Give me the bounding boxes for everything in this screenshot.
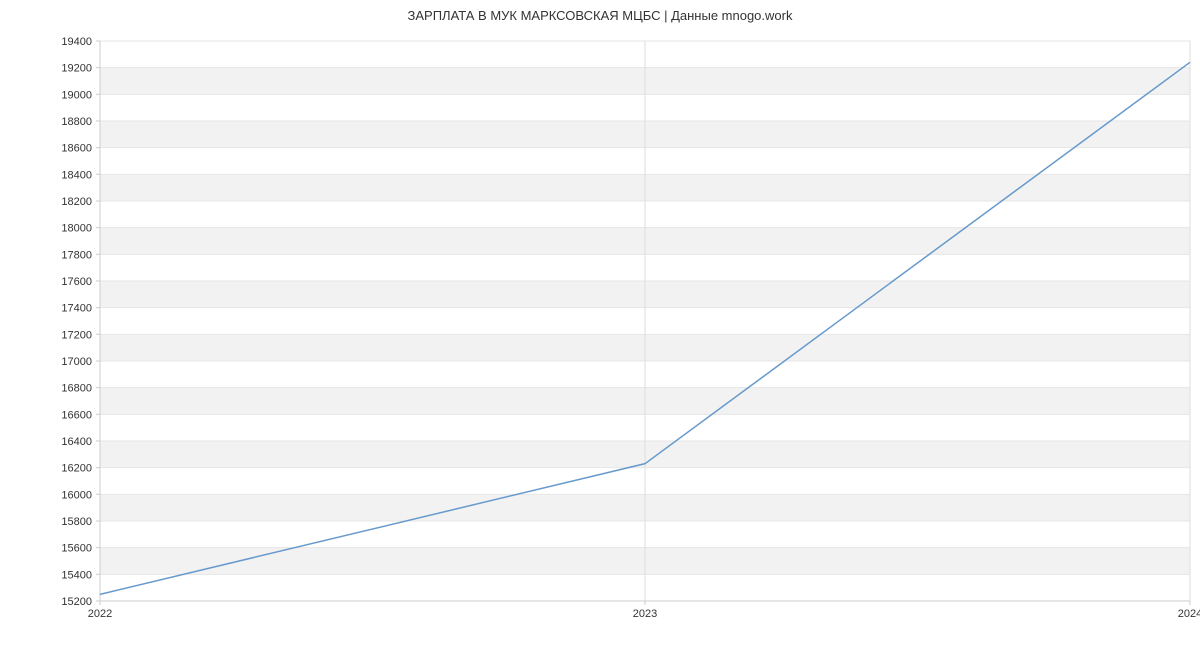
x-tick-label: 2022 xyxy=(88,608,112,620)
y-tick-label: 18200 xyxy=(61,196,92,208)
y-tick-label: 16600 xyxy=(61,409,92,421)
y-tick-label: 17000 xyxy=(61,356,92,368)
y-tick-label: 15200 xyxy=(61,596,92,608)
y-tick-label: 19000 xyxy=(61,89,92,101)
y-tick-label: 16800 xyxy=(61,383,92,395)
y-tick-label: 16000 xyxy=(61,489,92,501)
y-tick-label: 17400 xyxy=(61,303,92,315)
chart-title: ЗАРПЛАТА В МУК МАРКСОВСКАЯ МЦБС | Данные… xyxy=(0,0,1200,23)
y-tick-label: 16400 xyxy=(61,436,92,448)
x-tick-label: 2023 xyxy=(633,608,657,620)
y-tick-label: 18600 xyxy=(61,143,92,155)
y-tick-label: 18000 xyxy=(61,223,92,235)
y-tick-label: 15800 xyxy=(61,516,92,528)
y-tick-label: 18400 xyxy=(61,169,92,181)
y-tick-label: 15600 xyxy=(61,543,92,555)
y-tick-label: 17600 xyxy=(61,276,92,288)
y-tick-label: 19400 xyxy=(61,36,92,48)
y-tick-label: 17200 xyxy=(61,329,92,341)
y-tick-label: 17800 xyxy=(61,249,92,261)
line-chart: 15200 15400 15600 15800 16000 16200 16400 16600… xyxy=(0,23,1200,651)
y-tick-label: 16200 xyxy=(61,463,92,475)
y-tick-label: 18800 xyxy=(61,116,92,128)
chart-container: ЗАРПЛАТА В МУК МАРКСОВСКАЯ МЦБС | Данные… xyxy=(0,0,1200,650)
y-tick-label: 19200 xyxy=(61,63,92,75)
x-tick-label: 2024 xyxy=(1178,608,1200,620)
y-tick-label: 15400 xyxy=(61,569,92,581)
